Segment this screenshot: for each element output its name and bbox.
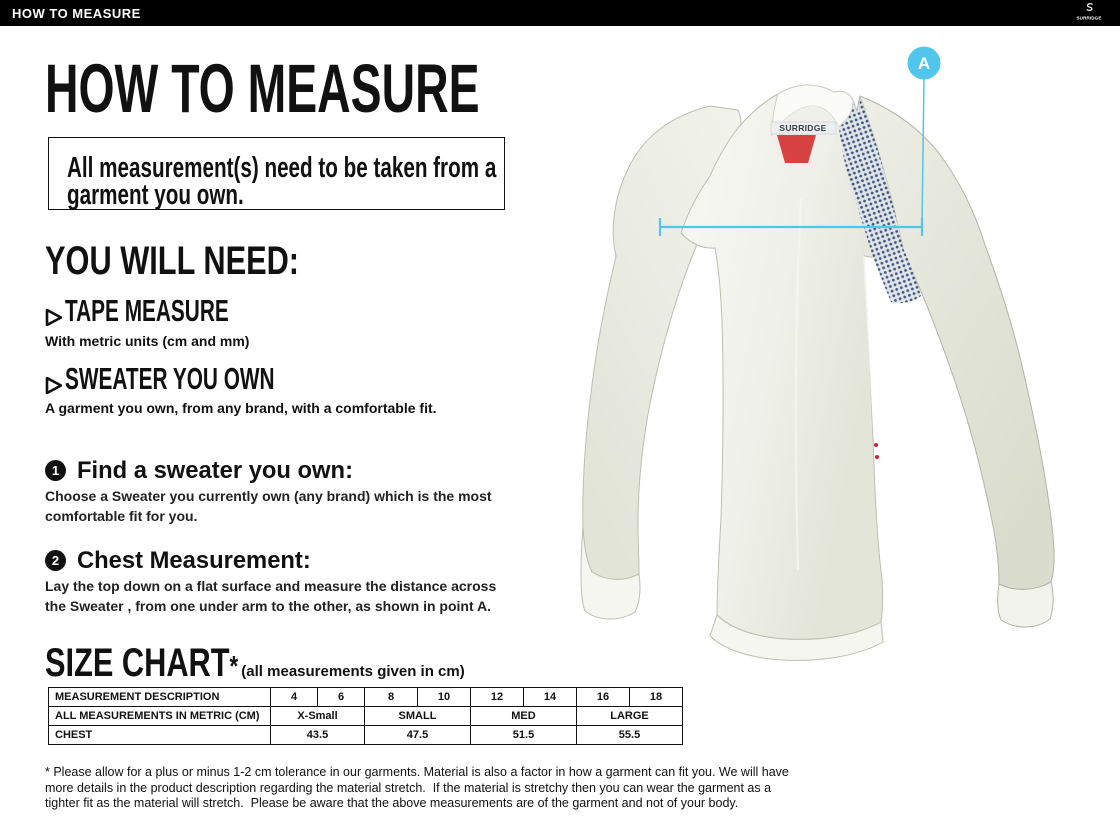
svg-text:A: A <box>918 54 930 73</box>
svg-text:SURRIDGE: SURRIDGE <box>1077 16 1102 21</box>
svg-text:SURRIDGE: SURRIDGE <box>779 123 826 133</box>
